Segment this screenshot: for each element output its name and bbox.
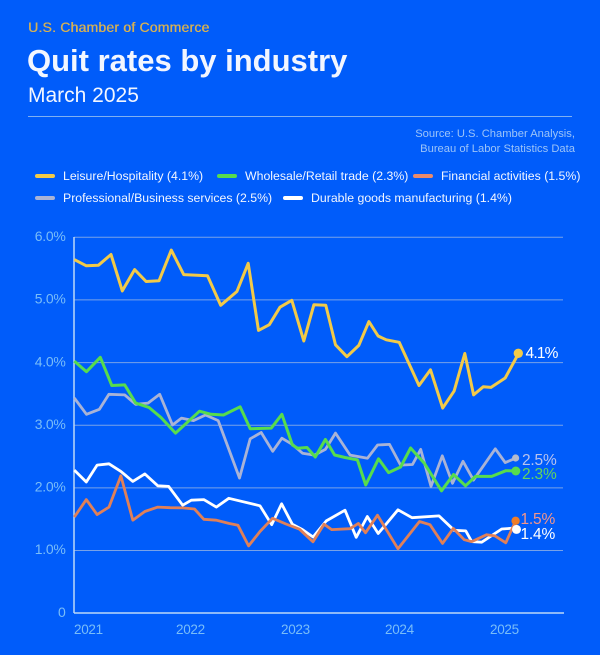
svg-text:1.4%: 1.4% [521, 526, 556, 543]
svg-text:2025: 2025 [490, 622, 519, 637]
svg-text:2.3%: 2.3% [522, 466, 557, 483]
svg-text:2021: 2021 [74, 622, 103, 637]
svg-text:2023: 2023 [281, 622, 310, 637]
svg-text:1.5%: 1.5% [521, 511, 556, 528]
svg-text:6.0%: 6.0% [35, 228, 66, 244]
svg-text:4.0%: 4.0% [35, 353, 66, 369]
svg-text:2.5%: 2.5% [522, 452, 557, 469]
svg-text:1.0%: 1.0% [35, 541, 66, 557]
svg-text:5.0%: 5.0% [35, 291, 66, 307]
svg-text:4.1%: 4.1% [526, 345, 559, 362]
svg-text:2024: 2024 [385, 622, 415, 637]
svg-text:3.0%: 3.0% [35, 416, 66, 432]
svg-text:2.0%: 2.0% [35, 479, 66, 495]
svg-text:2022: 2022 [176, 622, 205, 637]
svg-text:0: 0 [58, 604, 66, 620]
